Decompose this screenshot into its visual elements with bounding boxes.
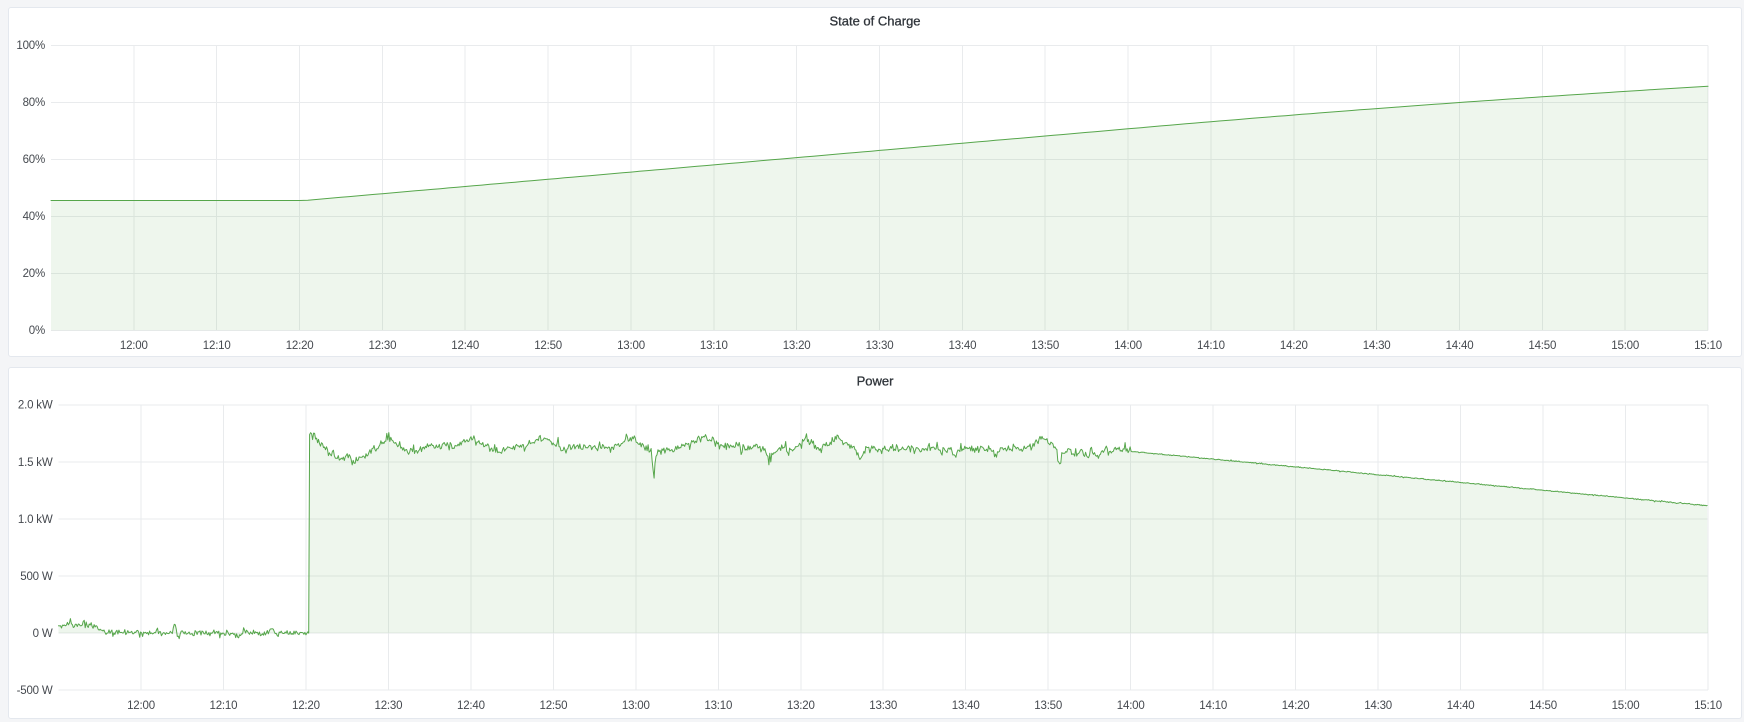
svg-text:12:30: 12:30	[375, 700, 403, 712]
svg-text:12:30: 12:30	[369, 340, 397, 352]
svg-text:14:50: 14:50	[1528, 340, 1556, 352]
svg-text:12:00: 12:00	[120, 340, 148, 352]
svg-text:14:50: 14:50	[1529, 700, 1557, 712]
svg-text:14:30: 14:30	[1364, 700, 1392, 712]
svg-text:14:00: 14:00	[1114, 340, 1142, 352]
svg-text:14:10: 14:10	[1199, 700, 1227, 712]
svg-text:Power: Power	[857, 374, 895, 389]
svg-text:14:30: 14:30	[1363, 340, 1391, 352]
svg-text:80%: 80%	[23, 97, 45, 109]
svg-text:12:10: 12:10	[203, 340, 231, 352]
svg-text:13:20: 13:20	[783, 340, 811, 352]
svg-text:13:20: 13:20	[787, 700, 815, 712]
svg-text:15:00: 15:00	[1611, 340, 1639, 352]
svg-text:100%: 100%	[16, 40, 45, 52]
svg-text:500 W: 500 W	[20, 571, 53, 583]
svg-text:14:40: 14:40	[1447, 700, 1475, 712]
svg-text:13:10: 13:10	[704, 700, 732, 712]
svg-text:12:40: 12:40	[451, 340, 479, 352]
svg-text:13:00: 13:00	[622, 700, 650, 712]
svg-text:14:10: 14:10	[1197, 340, 1225, 352]
svg-text:13:40: 13:40	[952, 700, 980, 712]
svg-text:13:10: 13:10	[700, 340, 728, 352]
svg-text:13:30: 13:30	[866, 340, 894, 352]
svg-text:13:30: 13:30	[869, 700, 897, 712]
svg-text:1.5 kW: 1.5 kW	[18, 457, 53, 469]
svg-text:15:10: 15:10	[1694, 700, 1722, 712]
svg-text:13:00: 13:00	[617, 340, 645, 352]
svg-text:1.0 kW: 1.0 kW	[18, 514, 53, 526]
svg-text:14:20: 14:20	[1280, 340, 1308, 352]
svg-text:2.0 kW: 2.0 kW	[18, 400, 53, 412]
svg-text:20%: 20%	[23, 268, 45, 280]
svg-text:12:10: 12:10	[210, 700, 238, 712]
svg-text:13:50: 13:50	[1031, 340, 1059, 352]
svg-text:12:40: 12:40	[457, 700, 485, 712]
svg-text:-500 W: -500 W	[17, 685, 53, 697]
svg-text:0%: 0%	[29, 325, 45, 337]
svg-text:12:00: 12:00	[127, 700, 155, 712]
svg-text:12:50: 12:50	[534, 340, 562, 352]
svg-text:0 W: 0 W	[33, 628, 53, 640]
svg-text:12:20: 12:20	[292, 700, 320, 712]
svg-text:12:50: 12:50	[540, 700, 568, 712]
svg-text:State of Charge: State of Charge	[829, 13, 920, 28]
svg-text:12:20: 12:20	[286, 340, 314, 352]
svg-text:15:00: 15:00	[1612, 700, 1640, 712]
svg-text:15:10: 15:10	[1694, 340, 1722, 352]
svg-text:14:40: 14:40	[1446, 340, 1474, 352]
svg-text:14:20: 14:20	[1282, 700, 1310, 712]
svg-text:13:50: 13:50	[1034, 700, 1062, 712]
svg-text:13:40: 13:40	[949, 340, 977, 352]
svg-text:60%: 60%	[23, 154, 45, 166]
svg-text:14:00: 14:00	[1117, 700, 1145, 712]
svg-text:40%: 40%	[23, 211, 45, 223]
